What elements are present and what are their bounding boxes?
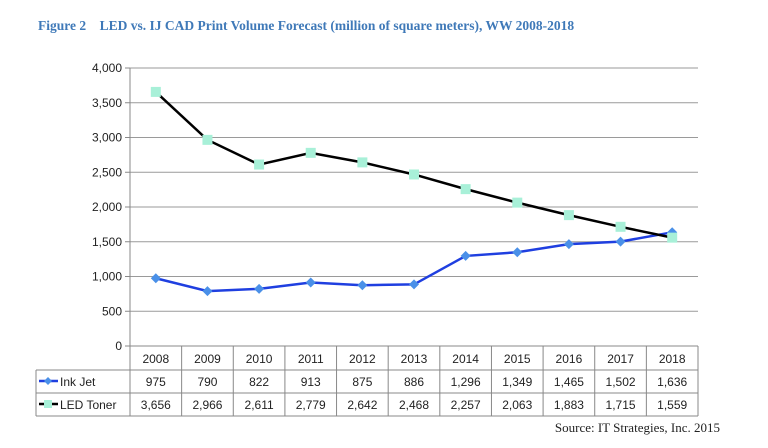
data-point [150,86,161,97]
y-tick-label: 3,500 [92,96,122,110]
data-point [615,236,626,247]
data-table-value: 2,257 [451,398,481,412]
data-point [357,280,368,291]
y-tick-label: 2,000 [92,200,122,214]
x-category-label: 2009 [194,352,221,366]
data-table-value: 2,966 [192,398,222,412]
data-point [512,247,523,258]
x-category-label: 2011 [298,352,324,366]
legend-label: LED Toner [60,398,116,412]
data-table-value: 1,296 [451,375,481,389]
x-category-label: 2017 [607,352,634,366]
data-table-value: 2,642 [347,398,377,412]
data-table-value: 822 [249,375,269,389]
data-point [667,232,678,243]
y-tick-label: 3,000 [92,131,122,145]
data-point [254,159,265,170]
data-point [150,273,161,284]
data-table-value: 1,715 [606,398,636,412]
figure-title: Figure 2 LED vs. IJ CAD Print Volume For… [38,18,574,34]
data-point [563,239,574,250]
data-point [202,134,213,145]
data-point [409,279,419,290]
x-category-label: 2010 [246,352,273,366]
data-point [460,184,471,195]
data-table-value: 913 [301,375,321,389]
data-point [305,147,316,158]
x-category-label: 2013 [401,352,428,366]
data-point [512,197,523,208]
data-table-value: 875 [352,375,372,389]
data-table-value: 2,063 [502,398,532,412]
data-point [202,286,213,297]
data-table-value: 2,779 [296,398,326,412]
y-tick-label: 0 [115,339,122,353]
x-category-label: 2012 [349,352,376,366]
data-table-value: 975 [146,375,166,389]
data-table-value: 3,656 [141,398,171,412]
series-line [154,90,673,239]
legend-marker [44,377,52,385]
data-table-value: 2,468 [399,398,429,412]
data-table-value: 1,465 [554,375,584,389]
figure-label: Figure 2 [38,18,87,33]
legend-label: Ink Jet [60,375,96,389]
figure-title-text: LED vs. IJ CAD Print Volume Forecast (mi… [99,18,575,33]
data-table-value: 1,883 [554,398,584,412]
y-tick-label: 500 [102,304,122,318]
data-table-value: 886 [404,375,424,389]
data-point [563,210,574,221]
data-point [409,169,419,180]
x-category-label: 2015 [504,352,531,366]
data-table-value: 1,502 [606,375,636,389]
data-point [254,283,265,294]
legend-marker [44,400,52,408]
data-table-value: 1,636 [657,375,687,389]
x-category-label: 2014 [452,352,479,366]
data-table-value: 2,611 [245,398,274,412]
data-point [305,277,316,288]
x-category-label: 2016 [556,352,583,366]
y-tick-label: 2,500 [92,165,122,179]
data-point [615,221,626,232]
y-tick-label: 4,000 [92,61,122,75]
data-table-value: 1,349 [502,375,532,389]
data-point [460,250,471,261]
source-note: Source: IT Strategies, Inc. 2015 [554,420,720,435]
y-tick-label: 1,000 [92,270,122,284]
data-point [357,157,368,168]
data-table-value: 790 [197,375,217,389]
x-category-label: 2008 [142,352,169,366]
y-tick-label: 1,500 [92,235,122,249]
x-category-label: 2018 [659,352,686,366]
data-table-value: 1,559 [657,398,687,412]
